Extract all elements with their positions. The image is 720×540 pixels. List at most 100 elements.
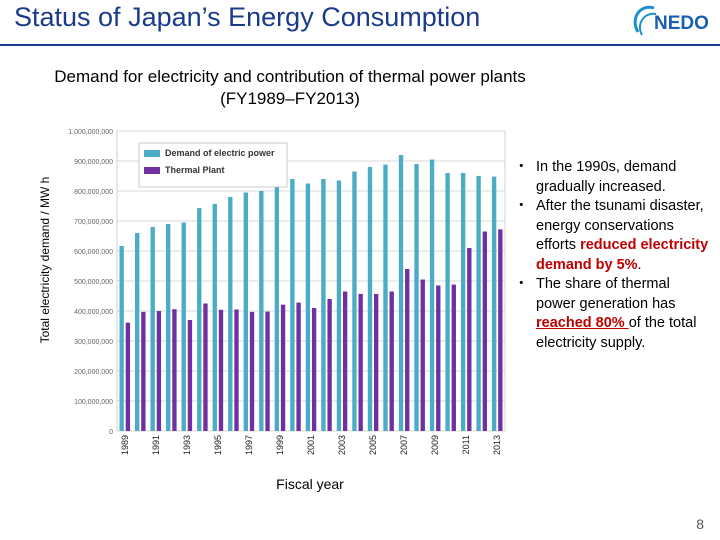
bar-demand-2007 (398, 155, 404, 431)
x-tick-label: 1997 (244, 435, 254, 455)
y-tick-label: 800,000,000 (74, 189, 113, 196)
bar-demand-2003 (336, 180, 342, 431)
bar-demand-1991 (150, 227, 155, 431)
x-tick-label: 2011 (461, 435, 471, 454)
bar-thermal-2008 (420, 279, 425, 431)
x-axis-label: Fiscal year (276, 476, 344, 492)
bullet-mark: ・ (514, 276, 529, 292)
note-text: In the 1990s, demand gradually increased… (536, 159, 677, 195)
bar-demand-2009 (429, 159, 435, 431)
bar-demand-1997 (243, 192, 248, 431)
bar-demand-2011 (460, 173, 466, 431)
bar-demand-1999 (274, 185, 280, 431)
bar-demand-1995 (212, 203, 217, 431)
bar-thermal-1991 (156, 311, 162, 431)
y-tick-label: 600,000,000 (74, 249, 113, 256)
bar-demand-2001 (305, 183, 311, 431)
y-tick-label: 500,000,000 (74, 279, 113, 286)
bar-thermal-2009 (436, 285, 441, 431)
x-tick-label: 1995 (213, 435, 223, 455)
x-tick-label: 2001 (306, 435, 316, 455)
note-item: ・ In the 1990s, demand gradually increase… (510, 158, 710, 197)
x-tick-label: 2003 (337, 435, 347, 455)
bar-thermal-1997 (249, 311, 255, 431)
bar-demand-2004 (352, 171, 357, 431)
notes-list: ・ In the 1990s, demand gradually increase… (510, 158, 710, 353)
bar-thermal-2004 (358, 293, 363, 431)
bar-demand-2012 (476, 176, 481, 431)
legend-swatch-1 (144, 167, 160, 174)
x-tick-label: 2013 (492, 435, 502, 455)
x-tick-label: 2005 (368, 435, 378, 455)
x-tick-label: 1991 (151, 435, 161, 455)
bar-thermal-2001 (311, 308, 317, 431)
bar-thermal-2003 (342, 291, 348, 431)
y-tick-label: 900,000,000 (74, 159, 113, 166)
bar-demand-1992 (166, 224, 171, 431)
bar-thermal-1990 (141, 311, 146, 431)
x-tick-label: 1999 (275, 435, 285, 455)
bar-demand-2010 (445, 173, 450, 431)
y-tick-label: 200,000,000 (74, 369, 113, 376)
bar-thermal-1996 (234, 309, 239, 431)
bar-thermal-1999 (280, 304, 286, 431)
bar-thermal-2011 (467, 248, 472, 431)
bar-demand-1996 (228, 197, 233, 431)
bar-demand-2008 (414, 164, 419, 431)
y-tick-label: 1,000,000,000 (68, 129, 113, 136)
logo-text: NEDO (654, 13, 709, 34)
bullet-mark: ・ (514, 159, 529, 175)
bar-demand-2000 (290, 179, 295, 431)
bar-thermal-2010 (451, 284, 456, 431)
bar-demand-2005 (367, 167, 373, 431)
bullet-mark: ・ (514, 198, 529, 214)
note-text: of the total electricity supply. (536, 315, 697, 351)
bar-thermal-2007 (405, 269, 410, 431)
nedo-logo: NEDO (632, 2, 712, 40)
y-tick-label: 0 (109, 429, 113, 436)
y-tick-label: 100,000,000 (74, 399, 113, 406)
bar-thermal-2006 (389, 291, 394, 431)
note-text: . (637, 256, 642, 273)
bar-thermal-1993 (187, 320, 193, 431)
y-tick-label: 300,000,000 (74, 339, 113, 346)
y-axis-label: Total electricity demand / MW h (38, 176, 52, 344)
note-item: ・ After the tsunami disaster, energy cons… (510, 197, 710, 275)
bar-demand-1994 (197, 208, 202, 431)
x-tick-label: 1993 (182, 435, 192, 455)
chart-subtitle-line: (FY1989–FY2013) (220, 89, 360, 108)
y-tick-label: 400,000,000 (74, 309, 113, 316)
note-item: ・ The share of thermal power generation h… (510, 275, 710, 353)
bar-demand-1989 (119, 245, 124, 431)
bar-thermal-1995 (218, 309, 224, 431)
legend-swatch-0 (144, 150, 160, 157)
bar-demand-1990 (135, 233, 140, 431)
legend-box (138, 142, 288, 188)
chart-title-line: Demand for electricity and contribution … (54, 67, 526, 86)
bar-chart: 0 100,000,000 200,000,000 300,000,000 400,00… (68, 129, 506, 455)
bar-demand-1993 (181, 222, 186, 431)
bar-thermal-1994 (203, 303, 208, 431)
bar-demand-2002 (321, 179, 326, 431)
legend-label-1: Thermal Plant (165, 165, 225, 175)
bar-thermal-2005 (374, 293, 379, 431)
x-tick-label: 2009 (430, 435, 440, 455)
bar-thermal-2012 (482, 231, 487, 431)
note-text: After the tsunami disaster, energy conse… (536, 198, 704, 253)
note-text: The share of thermal power generation ha… (536, 276, 676, 312)
bar-thermal-2013 (498, 229, 503, 431)
highlighted-text: reduced electricity demand by 5% (536, 237, 709, 273)
x-tick-label: 1989 (120, 435, 130, 455)
x-tick-label: 2007 (399, 435, 409, 455)
bar-thermal-2000 (296, 302, 301, 431)
page-title: Status of Japan’s Energy Consumption (14, 2, 481, 32)
chart-title: Demand for electricity and contribution … (30, 66, 550, 110)
bar-thermal-2002 (327, 299, 332, 431)
bar-thermal-1998 (265, 311, 270, 431)
bar-demand-2013 (491, 176, 497, 431)
bar-demand-2006 (383, 164, 388, 431)
bar-demand-1998 (259, 191, 264, 431)
legend-label-0: Demand of electric power (165, 148, 275, 158)
page-number: 8 (696, 516, 704, 532)
bar-thermal-1992 (172, 309, 177, 431)
